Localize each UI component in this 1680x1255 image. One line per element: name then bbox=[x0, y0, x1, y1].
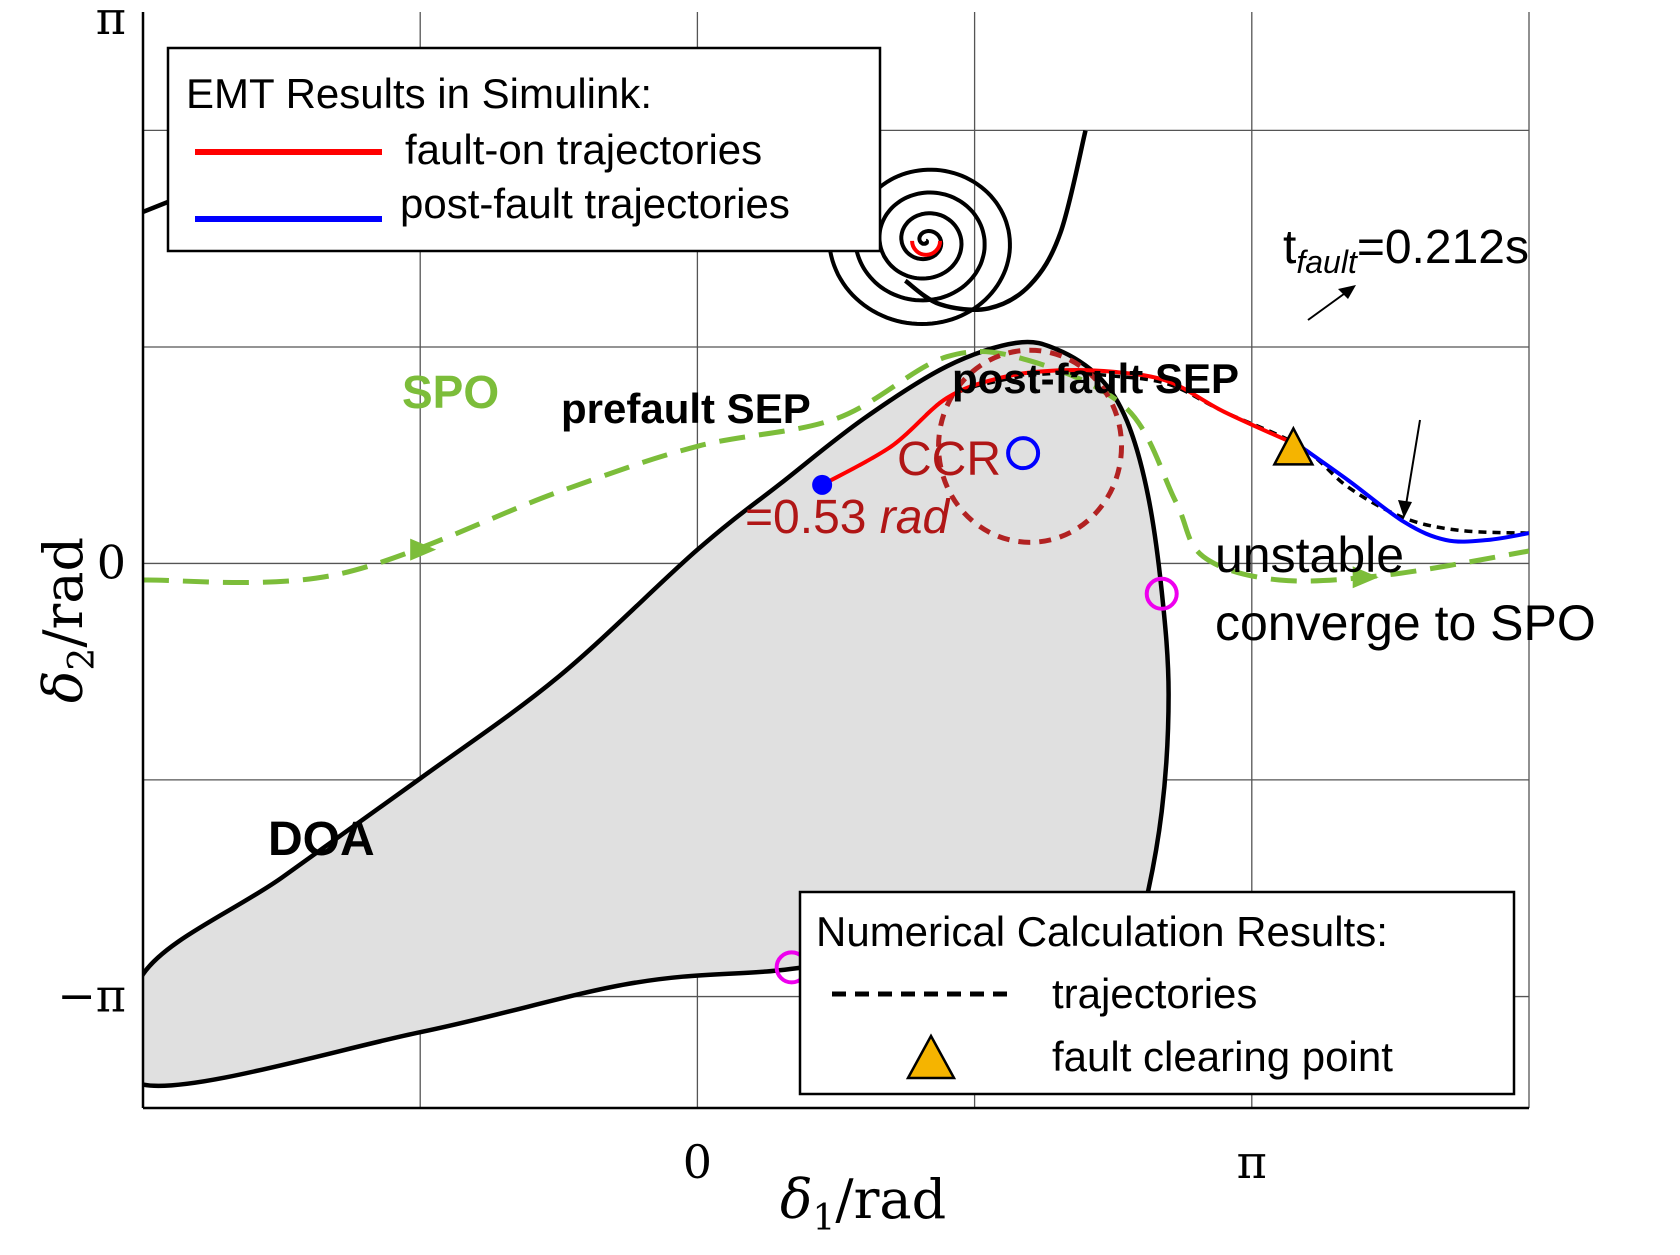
ccr-value-label: =0.53 rad bbox=[745, 491, 950, 544]
prefault-sep-marker bbox=[812, 474, 833, 495]
x-tick-label: π bbox=[1237, 1135, 1267, 1189]
fault-clearing-point-marker bbox=[1272, 425, 1315, 466]
legend-emt-title: EMT Results in Simulink: bbox=[186, 70, 652, 117]
legend-numerical-title: Numerical Calculation Results: bbox=[816, 908, 1388, 955]
ccr-circle bbox=[936, 347, 1125, 545]
legend-fault-clearing-label: fault clearing point bbox=[1052, 1033, 1393, 1080]
y-tick-label: 0 bbox=[97, 535, 126, 589]
spo-label: SPO bbox=[402, 366, 499, 418]
prefault-sep-label: prefault SEP bbox=[561, 385, 811, 432]
boundary-curve-upper-right bbox=[903, 130, 1088, 313]
spo-arrow bbox=[410, 538, 437, 561]
legend-trajectories-label: trajectories bbox=[1052, 970, 1257, 1017]
ccr-label: CCR bbox=[897, 433, 1001, 486]
numerical-trajectory bbox=[821, 371, 1529, 535]
spiral-fault-on-segment bbox=[910, 240, 943, 257]
doa-label: DOA bbox=[268, 813, 375, 866]
x-axis-label: δ1/rad bbox=[780, 1168, 946, 1239]
x-tick-label: 0 bbox=[683, 1135, 712, 1189]
fault-on-trajectory bbox=[821, 367, 1302, 487]
legend-fault-on-label: fault-on trajectories bbox=[405, 126, 762, 173]
legend-post-fault-label: post-fault trajectories bbox=[400, 180, 790, 227]
spo-curve bbox=[143, 348, 1529, 586]
postfault-sep-label: post-fault SEP bbox=[952, 355, 1239, 402]
post-fault-trajectory bbox=[1299, 444, 1529, 544]
y-tick-label: −π bbox=[57, 969, 126, 1023]
tfault-arrow bbox=[1307, 285, 1356, 321]
legend-numerical: Numerical Calculation Results: trajector… bbox=[798, 890, 1516, 1096]
postfault-sep-marker bbox=[1006, 436, 1041, 471]
y-axis-label: δ2/rad bbox=[32, 537, 103, 703]
unstable-arrow bbox=[1398, 419, 1421, 518]
plot-frame bbox=[141, 12, 1529, 1110]
tfault-label: tfault=0.212s bbox=[1283, 221, 1529, 280]
tick-labels: 0 π π 0 −π bbox=[57, 0, 1267, 1189]
unstable-label: unstable bbox=[1215, 527, 1404, 583]
legend-triangle-marker bbox=[905, 1033, 957, 1080]
spiral-trajectory bbox=[827, 167, 1012, 327]
y-tick-label: π bbox=[96, 0, 126, 45]
legend-emt: EMT Results in Simulink: fault-on trajec… bbox=[166, 46, 882, 253]
magenta-point-marker bbox=[1144, 576, 1179, 611]
spo-arrow bbox=[1352, 566, 1379, 589]
converge-label: converge to SPO bbox=[1215, 595, 1596, 651]
